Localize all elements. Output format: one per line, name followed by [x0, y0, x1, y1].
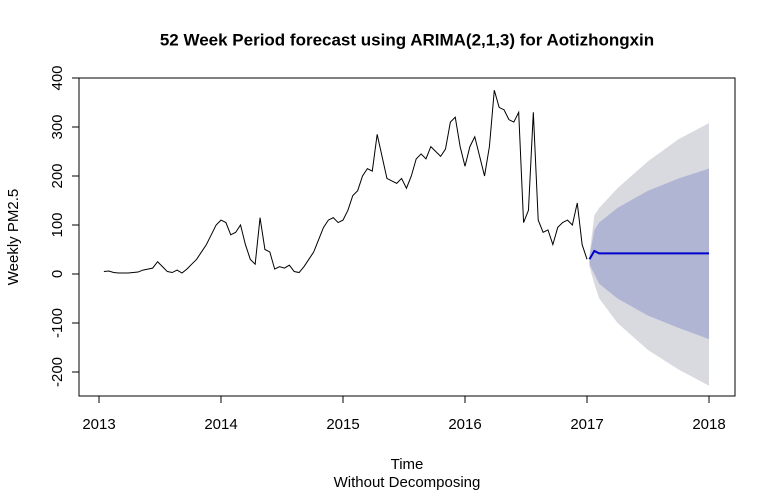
x-tick-label: 2015	[326, 416, 359, 433]
x-axis-title: Time	[391, 456, 424, 473]
y-tick-label: 200	[49, 163, 66, 188]
chart-title: 52 Week Period forecast using ARIMA(2,1,…	[160, 30, 654, 49]
subtitle: Without Decomposing	[334, 474, 481, 491]
x-tick-label: 2017	[570, 416, 603, 433]
y-tick-label: 300	[49, 114, 66, 139]
observed-line	[103, 90, 588, 274]
forecast-line	[588, 249, 710, 260]
x-tick-label: 2018	[692, 416, 725, 433]
y-tick-label: 100	[49, 212, 66, 237]
y-tick-label: 400	[49, 65, 66, 90]
y-tick-label: 0	[49, 270, 66, 278]
y-axis-title: Weekly PM2.5	[5, 189, 22, 285]
x-tick-label: 2013	[82, 416, 115, 433]
y-tick-label: -200	[49, 357, 66, 387]
y-tick-label: -100	[49, 308, 66, 338]
x-tick-label: 2016	[448, 416, 481, 433]
x-tick-label: 2014	[204, 416, 237, 433]
plot-frame	[78, 77, 736, 397]
